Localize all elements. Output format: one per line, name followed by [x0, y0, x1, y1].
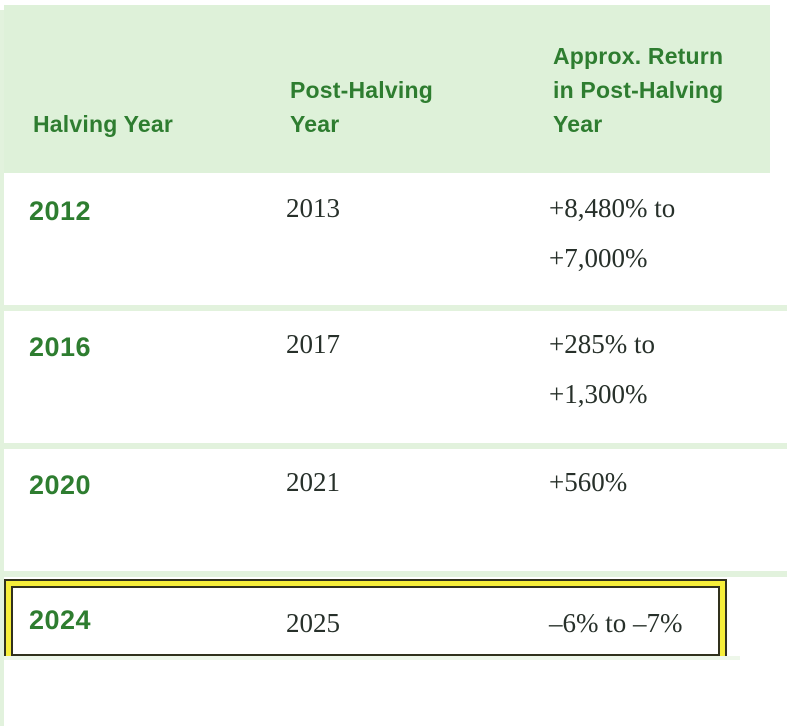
cell-halving-year: 2016	[29, 332, 92, 362]
cell-approx-return: +560%	[549, 467, 628, 497]
cell-approx-return: +285% to +1,300%	[549, 329, 655, 409]
cell-halving-year: 2020	[29, 470, 92, 500]
table-left-border	[0, 10, 4, 726]
row-separator	[0, 571, 787, 577]
column-header-approx-return: Approx. Return in Post-Halving Year	[553, 43, 724, 137]
table-row: 2020 2021 +560%	[0, 449, 787, 571]
cell-post-halving-year: 2021	[286, 467, 340, 497]
column-header-halving-year: Halving Year	[33, 111, 174, 137]
table-header-row: Halving Year Post-Halving Year Approx. R…	[4, 5, 770, 173]
table-row: 2012 2013 +8,480% to +7,000%	[0, 175, 787, 305]
row-separator	[0, 443, 787, 449]
column-header-post-halving-year: Post-Halving Year	[290, 77, 433, 137]
cell-halving-year: 2012	[29, 196, 92, 226]
row-separator-faint	[3, 656, 740, 660]
cell-halving-year: 2024	[29, 605, 92, 636]
highlighted-row-region: 2024 2025 –6% to –7%	[0, 577, 787, 656]
highlight-annotation-box: 2024 2025 –6% to –7%	[11, 586, 720, 656]
row-separator	[0, 305, 787, 311]
cell-approx-return: +8,480% to +7,000%	[549, 193, 676, 273]
halving-returns-table: Halving Year Post-Halving Year Approx. R…	[0, 5, 787, 714]
table-row: 2016 2017 +285% to +1,300%	[0, 311, 787, 443]
cell-post-halving-year: 2017	[286, 329, 340, 359]
page-bottom-whitespace	[0, 660, 787, 714]
cell-approx-return: –6% to –7%	[549, 608, 683, 639]
cell-post-halving-year: 2025	[286, 608, 340, 639]
cell-post-halving-year: 2013	[286, 193, 340, 223]
